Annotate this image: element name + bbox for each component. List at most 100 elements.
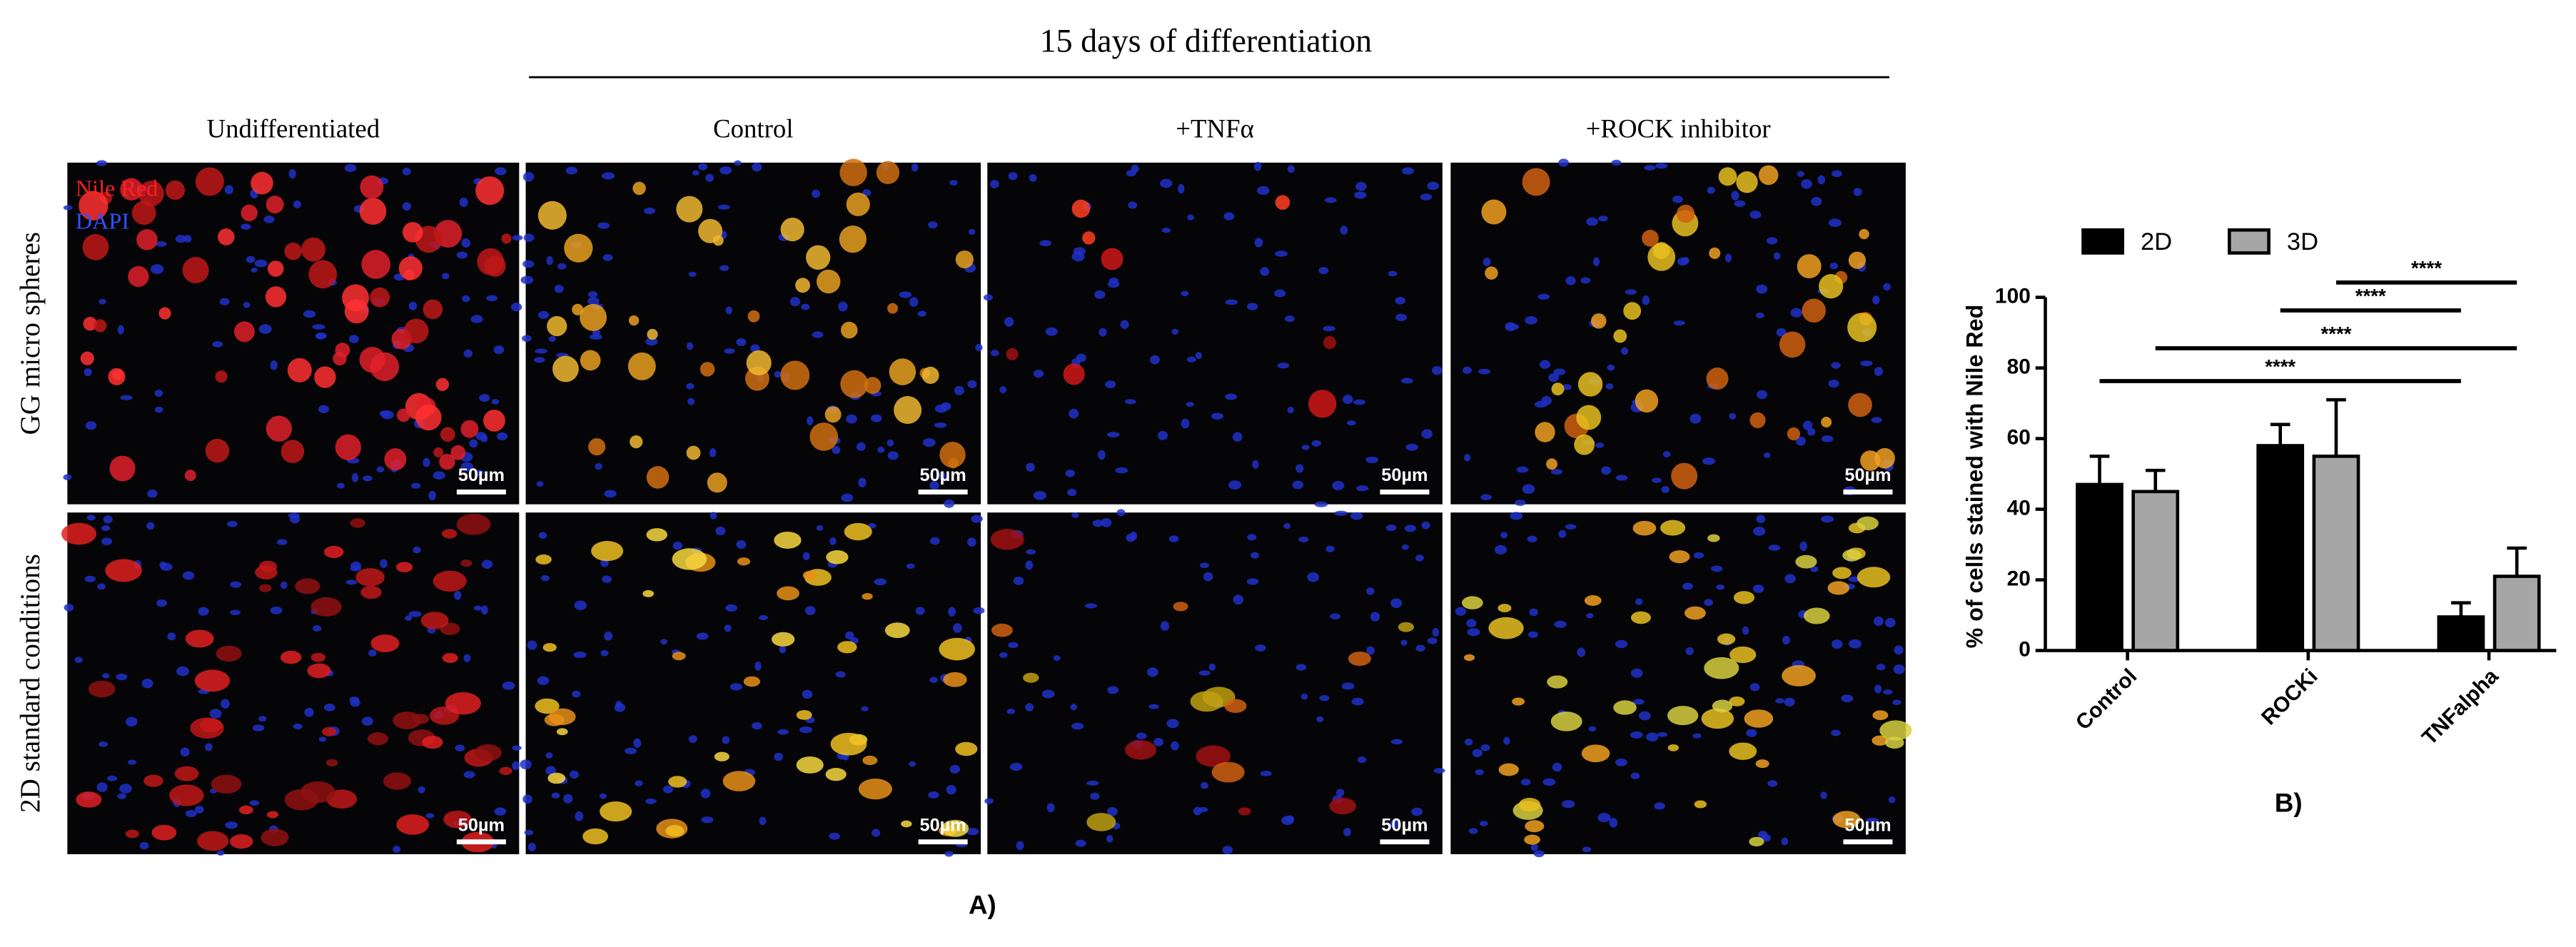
nucleus — [405, 615, 413, 621]
nucleus — [1466, 619, 1477, 628]
nucleus — [219, 298, 230, 305]
nucleus — [600, 650, 609, 657]
cell — [1669, 550, 1690, 564]
cell — [1729, 646, 1757, 664]
nucleus — [1225, 299, 1238, 305]
nucleus — [725, 604, 737, 612]
nucleus — [481, 559, 493, 569]
nucleus — [877, 446, 885, 453]
cell — [1802, 298, 1826, 323]
nucleus — [1550, 469, 1563, 475]
nucleus — [1298, 536, 1309, 542]
nucleus — [1208, 663, 1216, 671]
nucleus — [1514, 500, 1526, 506]
cell — [646, 466, 670, 489]
nucleus — [1128, 201, 1138, 209]
cell — [1632, 520, 1657, 536]
nucleus — [1872, 295, 1880, 305]
cell — [205, 438, 230, 463]
nucleus — [150, 264, 164, 275]
cell — [301, 237, 326, 262]
nucleus — [1500, 532, 1508, 539]
cell — [806, 245, 831, 270]
nucleus — [991, 350, 999, 357]
nucleus — [1287, 406, 1294, 414]
nucleus — [454, 590, 462, 600]
nucleus — [1161, 228, 1171, 233]
cell — [131, 201, 156, 226]
nucleus — [1586, 613, 1594, 619]
nucleus — [1157, 430, 1168, 440]
cell — [360, 585, 382, 599]
nucleus — [1401, 544, 1409, 550]
nucleus — [463, 654, 471, 662]
nucleus — [1388, 270, 1398, 277]
nucleus — [1539, 360, 1551, 369]
nucleus — [841, 493, 854, 502]
y-axis-label: % of cells stained with Nile Red — [1961, 305, 1987, 649]
nucleus — [1625, 289, 1637, 295]
nucleus — [1353, 399, 1366, 405]
nucleus — [1108, 278, 1118, 284]
cell — [780, 217, 804, 242]
nucleus — [1385, 524, 1397, 532]
cell — [76, 791, 102, 808]
cell — [628, 315, 640, 326]
nucleus — [1776, 328, 1787, 337]
cell — [443, 810, 472, 829]
cell — [251, 171, 273, 195]
nucleus — [538, 532, 547, 539]
nucleus — [752, 162, 762, 172]
cell — [837, 641, 857, 654]
nucleus — [862, 189, 872, 196]
cell — [308, 260, 338, 289]
nucleus — [917, 310, 926, 317]
nucleus — [84, 368, 92, 376]
nucleus — [288, 168, 296, 179]
cell — [632, 181, 646, 196]
nucleus — [344, 164, 357, 173]
nucleus — [715, 526, 726, 536]
nucleus — [615, 700, 622, 709]
nucleus — [973, 607, 985, 614]
nucleus — [1601, 466, 1612, 475]
cell — [1613, 329, 1627, 343]
cell — [1211, 761, 1245, 783]
cell — [445, 692, 481, 715]
bar — [2131, 490, 2180, 652]
nucleus — [1147, 667, 1158, 677]
cell — [1848, 251, 1867, 269]
cell — [672, 652, 686, 661]
cell — [747, 310, 760, 323]
bar — [2076, 482, 2123, 652]
cell — [1584, 595, 1602, 606]
nucleus — [1552, 762, 1562, 772]
nucleus — [379, 410, 390, 416]
nucleus — [1554, 620, 1567, 628]
cell — [826, 550, 849, 564]
cell — [1819, 274, 1844, 299]
cell — [61, 522, 97, 545]
nucleus — [1742, 626, 1749, 635]
nucleus — [975, 343, 983, 352]
nucleus — [475, 470, 484, 477]
nucleus — [102, 673, 110, 679]
bar — [2256, 444, 2305, 652]
cell — [1463, 654, 1475, 662]
nucleus — [1260, 267, 1270, 276]
nucleus — [1006, 708, 1016, 714]
nucleus — [226, 520, 238, 527]
cell — [1701, 708, 1734, 729]
cell — [627, 352, 656, 380]
cell — [1755, 759, 1769, 769]
cell — [642, 589, 655, 597]
nucleus — [1525, 316, 1537, 325]
cell — [1821, 417, 1832, 427]
nucleus — [106, 775, 118, 781]
nucleus — [1029, 173, 1037, 182]
nucleus — [1796, 436, 1806, 446]
nucleus — [540, 574, 550, 582]
cell — [1879, 720, 1912, 741]
nucleus — [1301, 445, 1310, 450]
cell — [1642, 229, 1659, 247]
